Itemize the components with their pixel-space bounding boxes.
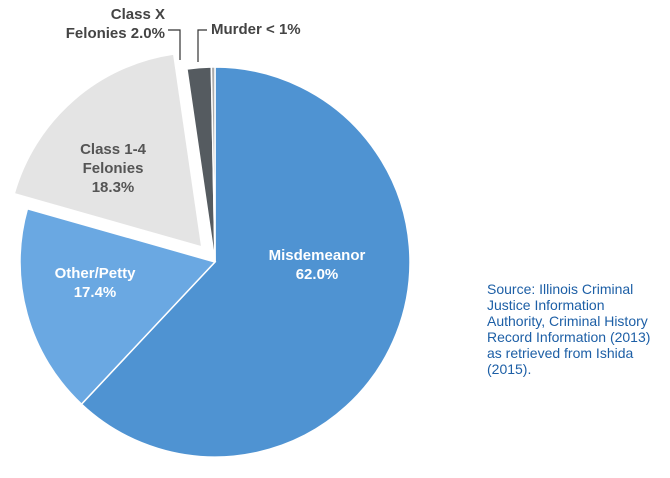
slice-value: 18.3% — [91, 179, 135, 196]
slice-value: 62.0% — [295, 266, 339, 283]
pie-slice — [13, 53, 203, 248]
slice-name: Other/Petty — [54, 265, 136, 282]
leader-line — [197, 29, 207, 62]
pie-slice — [80, 66, 411, 458]
slice-value: 17.4% — [73, 284, 117, 301]
pie-slice — [19, 207, 217, 406]
slice-label: Other/Petty 17.4% — [35, 264, 155, 302]
slice-name: Class X Felonies — [65, 6, 165, 42]
source-note: Source: Illinois Criminal Justice Inform… — [487, 281, 651, 377]
slice-name: Class 1-4 Felonies — [80, 141, 146, 177]
leader-line — [168, 29, 181, 60]
slice-name: Murder — [211, 21, 262, 38]
slice-value: 2.0% — [130, 25, 165, 42]
slice-label: Misdemeanor 62.0% — [252, 246, 382, 284]
slice-value: < 1% — [266, 21, 301, 38]
slice-label: Class X Felonies 2.0% — [50, 5, 165, 43]
slice-name: Misdemeanor — [268, 247, 366, 264]
pie-slice — [210, 66, 216, 263]
slice-label: Class 1-4 Felonies 18.3% — [68, 140, 158, 197]
slice-label: Murder < 1% — [211, 20, 301, 39]
